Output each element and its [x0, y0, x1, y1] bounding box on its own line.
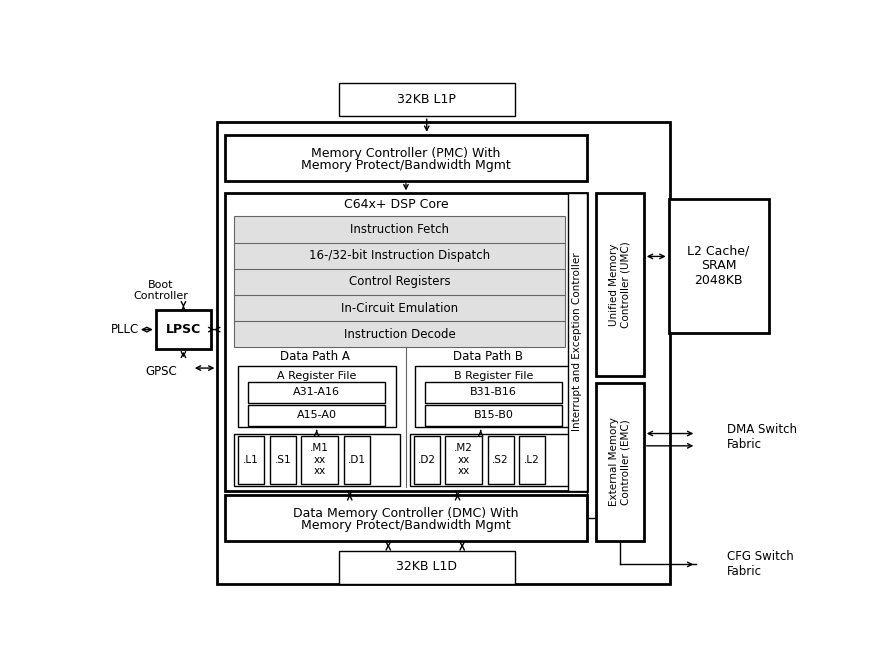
- Bar: [217, 122, 670, 584]
- Bar: [234, 216, 565, 347]
- Text: .L2: .L2: [524, 455, 540, 465]
- Text: .S1: .S1: [274, 455, 291, 465]
- Text: Memory Protect/Bandwidth Mgmt: Memory Protect/Bandwidth Mgmt: [301, 159, 510, 172]
- Text: Instruction Fetch: Instruction Fetch: [350, 223, 449, 236]
- Bar: [596, 383, 644, 541]
- Text: DMA Switch
Fabric: DMA Switch Fabric: [727, 423, 797, 451]
- Text: .M2
xx
xx: .M2 xx xx: [455, 443, 473, 477]
- Bar: [156, 310, 211, 349]
- Bar: [596, 193, 644, 375]
- Bar: [343, 436, 370, 484]
- Text: B15-B0: B15-B0: [474, 410, 514, 420]
- Bar: [519, 436, 545, 484]
- Bar: [248, 382, 385, 403]
- Bar: [301, 436, 338, 484]
- Text: C64x+ DSP Core: C64x+ DSP Core: [344, 198, 449, 212]
- Bar: [339, 551, 515, 584]
- Text: .M1
xx
xx: .M1 xx xx: [310, 443, 329, 477]
- Bar: [234, 434, 400, 486]
- Bar: [445, 436, 483, 484]
- Text: Instruction Decode: Instruction Decode: [344, 328, 456, 340]
- Text: .D1: .D1: [348, 455, 366, 465]
- Text: A31-A16: A31-A16: [294, 387, 341, 397]
- Text: Memory Controller (PMC) With: Memory Controller (PMC) With: [311, 147, 501, 160]
- Text: Memory Protect/Bandwidth Mgmt: Memory Protect/Bandwidth Mgmt: [301, 520, 510, 532]
- Text: CFG Switch
Fabric: CFG Switch Fabric: [727, 551, 793, 578]
- Bar: [238, 436, 264, 484]
- Bar: [270, 436, 296, 484]
- Text: Data Path A: Data Path A: [280, 350, 350, 363]
- Text: In-Circuit Emulation: In-Circuit Emulation: [341, 301, 458, 315]
- Text: 16-/32-bit Instruction Dispatch: 16-/32-bit Instruction Dispatch: [309, 249, 490, 262]
- Bar: [225, 495, 587, 541]
- Bar: [425, 382, 563, 403]
- Bar: [425, 405, 563, 426]
- Bar: [238, 366, 396, 428]
- Text: A Register File: A Register File: [277, 371, 356, 381]
- Bar: [410, 434, 577, 486]
- Bar: [248, 405, 385, 426]
- Text: A15-A0: A15-A0: [297, 410, 337, 420]
- Text: PLLC: PLLC: [111, 323, 139, 336]
- Bar: [339, 83, 515, 116]
- Text: Data Memory Controller (DMC) With: Data Memory Controller (DMC) With: [294, 507, 519, 520]
- Text: B Register File: B Register File: [454, 371, 533, 381]
- Text: External Memory
Controller (EMC): External Memory Controller (EMC): [609, 418, 631, 506]
- Bar: [669, 199, 768, 333]
- Bar: [568, 193, 587, 491]
- Text: .D2: .D2: [418, 455, 436, 465]
- Bar: [415, 366, 573, 428]
- Bar: [488, 436, 514, 484]
- Text: GPSC: GPSC: [145, 366, 177, 378]
- Bar: [414, 436, 440, 484]
- Bar: [225, 135, 587, 181]
- Text: Boot
Controller: Boot Controller: [133, 280, 188, 301]
- Text: Data Path B: Data Path B: [453, 350, 523, 363]
- Text: Interrupt and Exception Controller: Interrupt and Exception Controller: [572, 253, 582, 431]
- Text: 32KB L1D: 32KB L1D: [396, 561, 457, 573]
- Text: L2 Cache/
SRAM
2048KB: L2 Cache/ SRAM 2048KB: [687, 244, 750, 287]
- Text: 32KB L1P: 32KB L1P: [397, 93, 456, 106]
- Text: Control Registers: Control Registers: [349, 276, 450, 288]
- Text: .L1: .L1: [243, 455, 259, 465]
- Bar: [225, 193, 587, 491]
- Text: B31-B16: B31-B16: [470, 387, 517, 397]
- Text: .S2: .S2: [492, 455, 509, 465]
- Text: Unified Memory
Controller (UMC): Unified Memory Controller (UMC): [609, 241, 631, 329]
- Text: LPSC: LPSC: [165, 323, 201, 336]
